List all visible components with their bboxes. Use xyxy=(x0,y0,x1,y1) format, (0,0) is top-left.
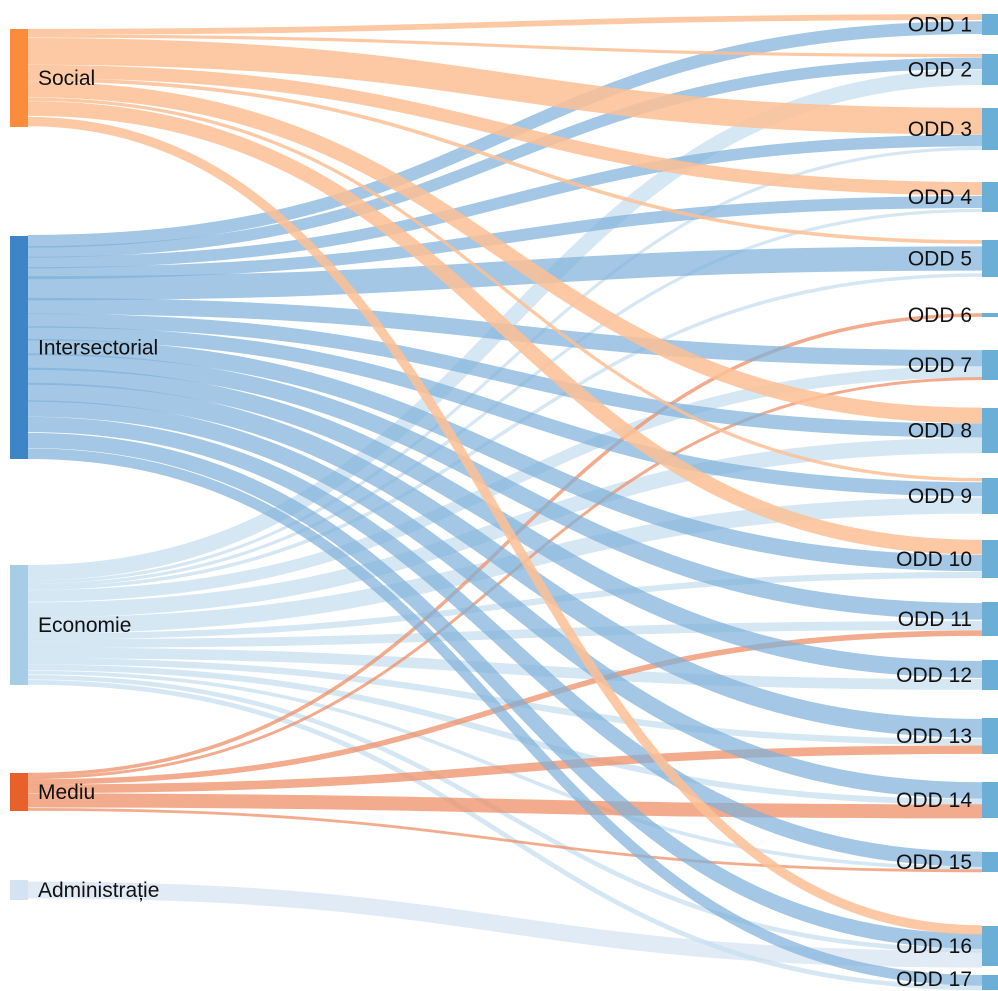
target-node-odd6 xyxy=(982,313,998,317)
target-node-odd16 xyxy=(982,926,998,966)
target-label-odd14: ODD 14 xyxy=(896,789,972,812)
target-label-odd5: ODD 5 xyxy=(908,248,972,271)
source-label-social: Social xyxy=(38,67,95,90)
source-node-administratie xyxy=(10,880,28,900)
link-mediu-odd14 xyxy=(28,800,982,811)
target-node-odd4 xyxy=(982,182,998,212)
target-label-odd8: ODD 8 xyxy=(908,420,972,443)
target-label-odd12: ODD 12 xyxy=(896,664,972,687)
source-label-economie: Economie xyxy=(38,614,131,637)
target-node-odd3 xyxy=(982,108,998,150)
target-label-odd4: ODD 4 xyxy=(908,186,973,209)
target-node-odd1 xyxy=(982,14,998,35)
target-label-odd16: ODD 16 xyxy=(896,935,972,958)
target-label-odd1: ODD 1 xyxy=(908,14,972,37)
source-node-mediu xyxy=(10,773,28,811)
target-node-odd7 xyxy=(982,350,998,380)
target-node-odd15 xyxy=(982,852,998,872)
target-node-odd17 xyxy=(982,975,998,990)
target-node-odd12 xyxy=(982,660,998,690)
target-label-odd13: ODD 13 xyxy=(896,725,972,748)
target-label-odd3: ODD 3 xyxy=(908,118,972,141)
target-label-odd11: ODD 11 xyxy=(898,608,972,631)
target-label-odd2: ODD 2 xyxy=(908,59,972,82)
sankey-links xyxy=(28,17,982,988)
target-label-odd6: ODD 6 xyxy=(908,304,972,327)
target-node-odd2 xyxy=(982,54,998,85)
target-node-odd5 xyxy=(982,240,998,277)
target-label-odd7: ODD 7 xyxy=(908,354,972,377)
target-label-odd9: ODD 9 xyxy=(908,485,972,508)
source-label-mediu: Mediu xyxy=(38,781,95,804)
target-node-odd11 xyxy=(982,602,998,636)
target-node-odd14 xyxy=(982,782,998,818)
target-node-odd13 xyxy=(982,718,998,754)
target-node-odd9 xyxy=(982,478,998,514)
source-node-economie xyxy=(10,565,28,685)
source-label-administratie: Administrație xyxy=(38,879,159,902)
target-label-odd10: ODD 10 xyxy=(896,548,972,571)
source-node-intersectorial xyxy=(10,236,28,459)
source-label-intersectorial: Intersectorial xyxy=(38,337,158,360)
target-label-odd15: ODD 15 xyxy=(896,851,972,874)
source-node-social xyxy=(10,29,28,127)
target-node-odd10 xyxy=(982,540,998,578)
target-label-odd17: ODD 17 xyxy=(896,968,972,991)
target-node-odd8 xyxy=(982,408,998,453)
